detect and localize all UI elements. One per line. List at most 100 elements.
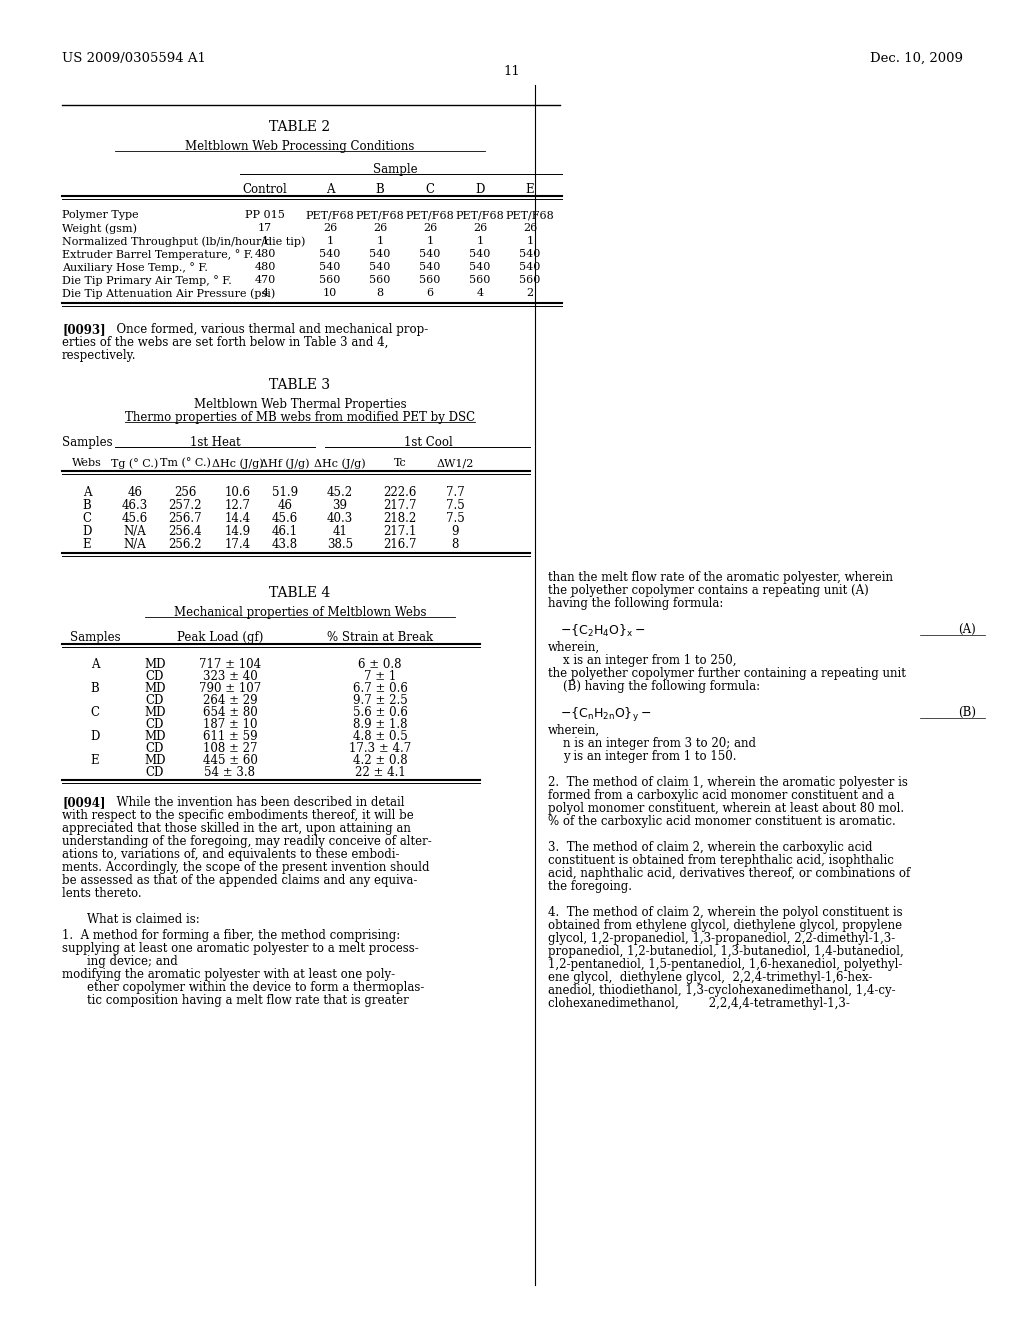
Text: 6 ± 0.8: 6 ± 0.8 [358,657,401,671]
Text: E: E [525,183,535,195]
Text: modifying the aromatic polyester with at least one poly-: modifying the aromatic polyester with at… [62,968,395,981]
Text: Normalized Throughput (lb/in/hour/die tip): Normalized Throughput (lb/in/hour/die ti… [62,236,305,247]
Text: 45.6: 45.6 [122,512,148,525]
Text: constituent is obtained from terephthalic acid, isophthalic: constituent is obtained from terephthali… [548,854,894,867]
Text: Tc: Tc [393,458,407,469]
Text: wherein,: wherein, [548,723,600,737]
Text: While the invention has been described in detail: While the invention has been described i… [109,796,404,809]
Text: ing device; and: ing device; and [87,954,178,968]
Text: B: B [91,682,99,696]
Text: US 2009/0305594 A1: US 2009/0305594 A1 [62,51,206,65]
Text: Webs: Webs [72,458,102,469]
Text: acid, naphthalic acid, derivatives thereof, or combinations of: acid, naphthalic acid, derivatives there… [548,867,910,880]
Text: PP 015: PP 015 [245,210,285,220]
Text: B: B [83,499,91,512]
Text: 256.4: 256.4 [168,525,202,539]
Text: 39: 39 [333,499,347,512]
Text: 540: 540 [419,261,440,272]
Text: (B): (B) [958,706,976,719]
Text: A: A [91,657,99,671]
Text: 46.3: 46.3 [122,499,148,512]
Text: CD: CD [145,671,164,682]
Text: 6: 6 [426,288,433,298]
Text: Tm (° C.): Tm (° C.) [160,458,211,469]
Text: 540: 540 [469,249,490,259]
Text: % Strain at Break: % Strain at Break [327,631,433,644]
Text: lents thereto.: lents thereto. [62,887,141,900]
Text: 470: 470 [254,275,275,285]
Text: 17.4: 17.4 [225,539,251,550]
Text: tic composition having a melt flow rate that is greater: tic composition having a melt flow rate … [87,994,409,1007]
Text: appreciated that those skilled in the art, upon attaining an: appreciated that those skilled in the ar… [62,822,411,836]
Text: PET/F68: PET/F68 [456,210,505,220]
Text: A: A [326,183,334,195]
Text: 54 ± 3.8: 54 ± 3.8 [205,766,256,779]
Text: 256: 256 [174,486,197,499]
Text: Meltblown Web Processing Conditions: Meltblown Web Processing Conditions [185,140,415,153]
Text: Meltblown Web Thermal Properties: Meltblown Web Thermal Properties [194,399,407,411]
Text: 540: 540 [469,261,490,272]
Text: clohexanedimethanol,        2,2,4,4-tetramethyl-1,3-: clohexanedimethanol, 2,2,4,4-tetramethyl… [548,997,850,1010]
Text: the polyether copolymer contains a repeating unit (A): the polyether copolymer contains a repea… [548,583,868,597]
Text: polyol monomer constituent, wherein at least about 80 mol.: polyol monomer constituent, wherein at l… [548,803,904,814]
Text: C: C [426,183,434,195]
Text: than the melt flow rate of the aromatic polyester, wherein: than the melt flow rate of the aromatic … [548,572,893,583]
Text: ΔW1/2: ΔW1/2 [436,458,474,469]
Text: 540: 540 [370,249,391,259]
Text: ments. Accordingly, the scope of the present invention should: ments. Accordingly, the scope of the pre… [62,861,429,874]
Text: 46.1: 46.1 [272,525,298,539]
Text: 1: 1 [476,236,483,246]
Text: erties of the webs are set forth below in Table 3 and 4,: erties of the webs are set forth below i… [62,337,388,348]
Text: 38.5: 38.5 [327,539,353,550]
Text: What is claimed is:: What is claimed is: [87,913,200,927]
Text: D: D [82,525,92,539]
Text: 1: 1 [426,236,433,246]
Text: C: C [83,512,91,525]
Text: 560: 560 [469,275,490,285]
Text: 8: 8 [452,539,459,550]
Text: 11: 11 [504,65,520,78]
Text: 4.2 ± 0.8: 4.2 ± 0.8 [352,754,408,767]
Text: Control: Control [243,183,288,195]
Text: respectively.: respectively. [62,348,136,362]
Text: wherein,: wherein, [548,642,600,653]
Text: 10.6: 10.6 [225,486,251,499]
Text: 43.8: 43.8 [272,539,298,550]
Text: 790 ± 107: 790 ± 107 [199,682,261,696]
Text: glycol, 1,2-propanediol, 1,3-propanediol, 2,2-dimethyl-1,3-: glycol, 1,2-propanediol, 1,3-propanediol… [548,932,895,945]
Text: 45.2: 45.2 [327,486,353,499]
Text: 46: 46 [278,499,293,512]
Text: Auxiliary Hose Temp., ° F.: Auxiliary Hose Temp., ° F. [62,261,208,273]
Text: be assessed as that of the appended claims and any equiva-: be assessed as that of the appended clai… [62,874,418,887]
Text: 717 ± 104: 717 ± 104 [199,657,261,671]
Text: 323 ± 40: 323 ± 40 [203,671,257,682]
Text: 218.2: 218.2 [383,512,417,525]
Text: 1.  A method for forming a fiber, the method comprising:: 1. A method for forming a fiber, the met… [62,929,400,942]
Text: Tg (° C.): Tg (° C.) [112,458,159,469]
Text: ations to, variations of, and equivalents to these embodi-: ations to, variations of, and equivalent… [62,847,399,861]
Text: 480: 480 [254,249,275,259]
Text: 611 ± 59: 611 ± 59 [203,730,257,743]
Text: 560: 560 [519,275,541,285]
Text: 9: 9 [452,525,459,539]
Text: 540: 540 [519,261,541,272]
Text: 40.3: 40.3 [327,512,353,525]
Text: 540: 540 [370,261,391,272]
Text: 7 ± 1: 7 ± 1 [364,671,396,682]
Text: MD: MD [144,754,166,767]
Text: TABLE 2: TABLE 2 [269,120,331,135]
Text: $\mathsf{-\{C_nH_{2n}O\}_y-}$: $\mathsf{-\{C_nH_{2n}O\}_y-}$ [560,706,651,723]
Text: B: B [376,183,384,195]
Text: 217.7: 217.7 [383,499,417,512]
Text: supplying at least one aromatic polyester to a melt process-: supplying at least one aromatic polyeste… [62,942,419,954]
Text: D: D [475,183,484,195]
Text: 540: 540 [319,261,341,272]
Text: 187 ± 10: 187 ± 10 [203,718,257,731]
Text: E: E [91,754,99,767]
Text: PET/F68: PET/F68 [305,210,354,220]
Text: 7.7: 7.7 [445,486,464,499]
Text: 26: 26 [423,223,437,234]
Text: 445 ± 60: 445 ± 60 [203,754,257,767]
Text: 1: 1 [327,236,334,246]
Text: Sample: Sample [373,162,418,176]
